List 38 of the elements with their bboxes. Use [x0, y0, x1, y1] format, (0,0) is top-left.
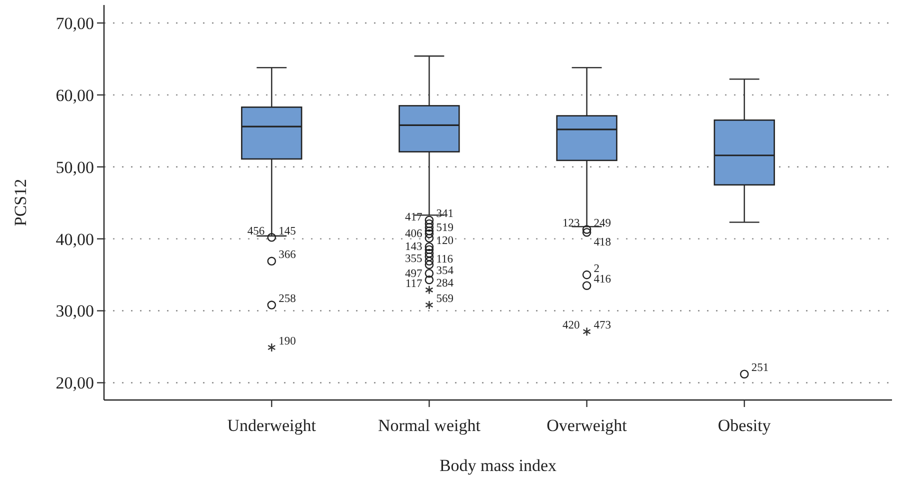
y-tick-label: 40,00	[56, 230, 94, 249]
y-tick-label: 70,00	[56, 14, 94, 33]
annotation: 519	[436, 222, 454, 234]
annotation: 249	[594, 218, 612, 230]
annotation: 418	[594, 236, 612, 248]
x-tick-label: Underweight	[227, 416, 316, 435]
y-tick-label: 50,00	[56, 158, 94, 177]
annotation: 366	[278, 249, 296, 262]
annotation: 497	[404, 268, 422, 280]
x-tick-label: Obesity	[718, 416, 772, 435]
y-tick-label: 20,00	[56, 374, 94, 393]
annotation: 354	[436, 265, 454, 278]
annotation: 2	[594, 262, 600, 275]
annotation: 251	[751, 362, 769, 374]
annotation: 355	[404, 252, 422, 265]
annotation: 145	[278, 225, 296, 238]
annotation: 569	[436, 293, 454, 306]
annotation: 116	[436, 254, 454, 266]
annotation: 417	[404, 212, 422, 224]
annotation: 420	[562, 320, 580, 332]
y-tick-label: 30,00	[56, 302, 94, 321]
annotation: 190	[278, 336, 296, 348]
annotation: 416	[594, 274, 612, 286]
annotation: 473	[594, 320, 612, 332]
annotation: 117	[405, 278, 422, 290]
y-tick-label: 60,00	[56, 86, 94, 105]
annotation: 143	[404, 241, 422, 254]
annotation: 456	[247, 225, 265, 238]
x-tick-label: Normal weight	[378, 416, 481, 435]
annotation: 284	[436, 277, 454, 290]
annotation: 120	[436, 234, 454, 247]
x-axis-title: Body mass index	[439, 456, 558, 475]
annotation: 341	[436, 208, 454, 220]
annotation: 258	[278, 293, 296, 306]
y-axis-title: PCS12	[11, 178, 30, 226]
annotation: 123	[562, 218, 580, 230]
annotation: 406	[404, 228, 422, 240]
x-tick-label: Overweight	[546, 416, 628, 435]
